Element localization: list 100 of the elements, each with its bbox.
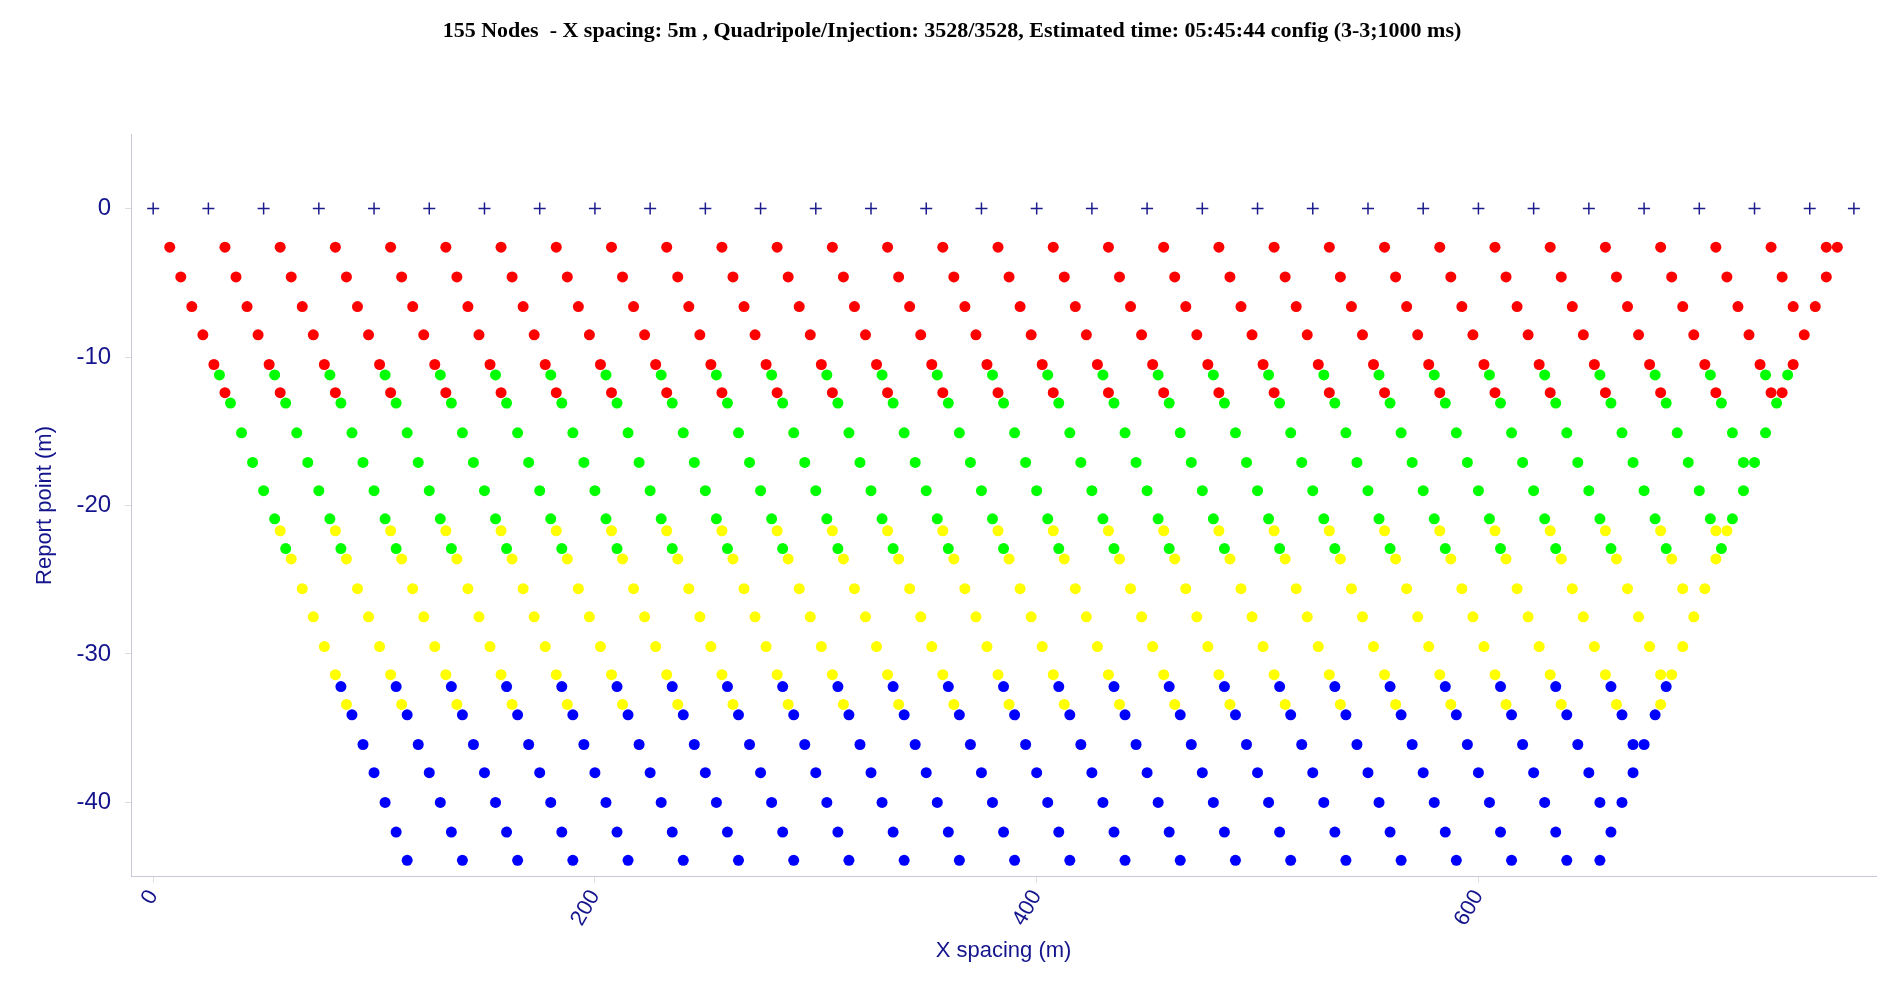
point <box>1213 241 1225 253</box>
point <box>1053 826 1065 838</box>
point <box>1704 369 1716 381</box>
point <box>810 767 822 779</box>
point <box>335 397 347 409</box>
point <box>1384 543 1396 555</box>
point <box>843 854 855 866</box>
point <box>992 525 1004 537</box>
point <box>434 796 446 808</box>
point <box>1180 301 1192 313</box>
point <box>363 611 375 623</box>
point <box>887 397 899 409</box>
point <box>1555 698 1567 710</box>
point <box>208 358 220 370</box>
point <box>1229 427 1241 439</box>
point <box>1384 397 1396 409</box>
point <box>1207 513 1219 525</box>
point <box>1340 709 1352 721</box>
point <box>1042 796 1054 808</box>
point <box>771 387 783 399</box>
point <box>1169 698 1181 710</box>
point <box>1517 456 1529 468</box>
point <box>970 611 982 623</box>
point <box>799 739 811 750</box>
point <box>1384 681 1396 693</box>
point <box>539 641 551 653</box>
point <box>1572 739 1584 750</box>
point <box>545 513 557 525</box>
point <box>694 611 706 623</box>
point <box>1064 427 1076 439</box>
point <box>445 543 457 555</box>
point <box>1318 369 1330 381</box>
point <box>1489 669 1501 681</box>
point <box>821 369 833 381</box>
point <box>876 369 888 381</box>
point <box>672 553 684 565</box>
point <box>545 369 557 381</box>
point <box>738 583 750 595</box>
point <box>1196 485 1208 497</box>
point <box>335 543 347 555</box>
point <box>1323 669 1335 681</box>
point <box>451 698 463 710</box>
point <box>1174 709 1186 721</box>
point <box>429 358 441 370</box>
point <box>882 241 894 253</box>
point <box>285 553 297 565</box>
point <box>213 369 225 381</box>
point <box>1715 397 1727 409</box>
point <box>1102 525 1114 537</box>
point <box>992 387 1004 399</box>
point <box>1207 369 1219 381</box>
point <box>1195 201 1210 216</box>
point <box>1544 241 1556 253</box>
point <box>1351 739 1363 750</box>
point <box>1710 553 1722 565</box>
point <box>1787 358 1799 370</box>
point <box>931 369 943 381</box>
point <box>1787 301 1799 313</box>
point <box>445 826 457 838</box>
point <box>1361 201 1375 216</box>
point <box>1776 271 1788 283</box>
point <box>1434 387 1446 399</box>
point <box>490 796 502 808</box>
point <box>1130 456 1142 468</box>
point <box>661 669 673 681</box>
point <box>882 525 894 537</box>
point <box>440 525 452 537</box>
point <box>1009 427 1021 439</box>
point <box>1533 641 1545 653</box>
point <box>1820 241 1832 253</box>
point <box>318 358 330 370</box>
point <box>628 583 640 595</box>
point <box>594 641 606 653</box>
point <box>318 641 330 653</box>
point <box>1660 397 1672 409</box>
point <box>871 358 883 370</box>
point <box>865 767 877 779</box>
point <box>1550 681 1562 693</box>
point <box>1539 369 1551 381</box>
point <box>1340 854 1352 866</box>
point <box>617 698 629 710</box>
point <box>186 301 198 313</box>
point <box>550 525 562 537</box>
point <box>1434 241 1446 253</box>
point <box>1655 387 1667 399</box>
point <box>1489 387 1501 399</box>
point <box>832 397 844 409</box>
point <box>374 358 386 370</box>
point <box>732 427 744 439</box>
point <box>948 271 960 283</box>
point <box>1390 553 1402 565</box>
point <box>804 329 816 341</box>
point <box>1075 456 1087 468</box>
point <box>1257 358 1269 370</box>
point <box>517 583 529 595</box>
point <box>1495 681 1507 693</box>
point <box>893 271 905 283</box>
point <box>1847 201 1861 216</box>
point <box>1351 456 1363 468</box>
point <box>434 369 446 381</box>
